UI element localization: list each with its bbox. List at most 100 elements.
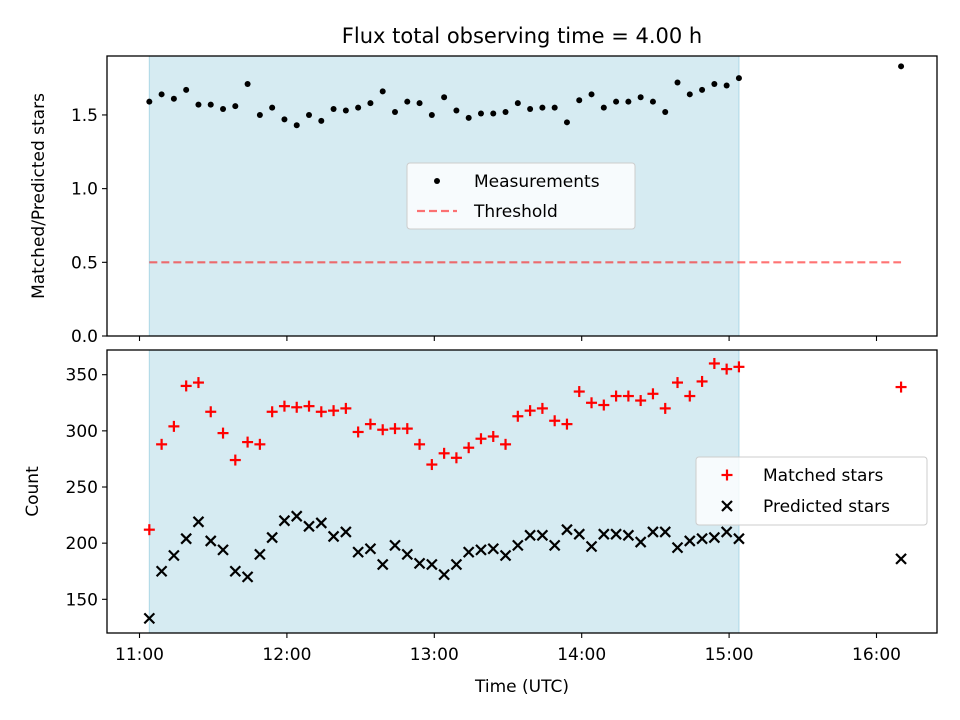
predicted-star-point	[278, 514, 291, 527]
y-tick-label: 200	[66, 534, 98, 554]
matched-star-point	[586, 397, 598, 409]
matched-star-point	[561, 418, 573, 430]
measurement-point	[477, 110, 484, 117]
matched-star-point	[708, 357, 720, 369]
measurement-point	[391, 109, 398, 115]
matched-star-point	[303, 400, 315, 412]
predicted-star-point	[290, 510, 303, 522]
predicted-star-point	[536, 529, 549, 542]
measurement-point	[674, 79, 681, 86]
matched-star-point	[266, 406, 278, 418]
y-tick-label: 1.5	[71, 106, 98, 126]
matched-star-point	[598, 399, 610, 411]
legend-label-matched-stars: Matched stars	[763, 466, 883, 486]
measurement-point	[551, 104, 558, 111]
predicted-star-point	[303, 520, 315, 533]
matched-star-point	[684, 390, 696, 402]
measurement-point	[158, 91, 165, 98]
matched-star-point	[659, 402, 671, 414]
matched-star-point	[205, 406, 217, 418]
matched-star-point	[254, 438, 266, 450]
y-tick-label: 0.5	[71, 253, 98, 273]
predicted-star-point	[340, 526, 352, 538]
predicted-star-point	[671, 541, 684, 554]
measurement-point	[416, 100, 423, 107]
legend-marker-predicted-stars	[721, 500, 733, 512]
predicted-stars-points	[143, 510, 907, 625]
legend-label-predicted-stars: Predicted stars	[763, 497, 890, 517]
matched-star-point	[315, 406, 327, 418]
count-panel-frame	[106, 349, 938, 634]
matched-star-point	[217, 427, 229, 439]
matched-star-point	[610, 390, 622, 402]
measurement-point	[686, 91, 693, 98]
matched-star-point	[192, 377, 204, 389]
matched-star-point	[278, 400, 290, 412]
measurement-point	[281, 116, 288, 123]
measurement-point	[183, 86, 190, 93]
measurement-point	[527, 106, 534, 113]
matched-star-point	[524, 405, 536, 417]
predicted-star-point	[487, 542, 500, 555]
ratio-legend: Measurements Threshold	[406, 162, 636, 230]
measurement-point	[355, 104, 362, 111]
ratio-panel-frame	[106, 55, 938, 337]
measurement-point	[256, 111, 263, 118]
count-y-axis: 150 200 250 300 350	[66, 366, 107, 610]
predicted-star-point	[598, 528, 610, 540]
measurement-point	[379, 88, 386, 95]
measurement-point	[453, 107, 460, 114]
measurement-point	[207, 101, 214, 108]
matched-star-point	[622, 390, 634, 402]
measurement-point	[244, 81, 251, 87]
y-tick-label: 0.0	[71, 327, 98, 347]
matched-star-point	[364, 418, 376, 430]
matched-star-point	[487, 430, 499, 442]
legend-marker-measurements	[434, 178, 440, 184]
predicted-star-point	[229, 565, 242, 578]
predicted-star-point	[241, 571, 254, 583]
ratio-x-ticks	[138, 336, 878, 341]
time-x-axis: 11:00 12:00 13:00 14:00 15:00 16:00	[115, 633, 901, 665]
measurement-point	[490, 110, 497, 117]
measurement-point	[330, 106, 337, 113]
legend-label-threshold: Threshold	[473, 202, 558, 222]
measurement-point	[539, 104, 546, 111]
matched-star-point	[143, 524, 155, 536]
predicted-star-point	[659, 526, 672, 538]
measurement-point	[220, 106, 227, 113]
legend-marker-matched-stars	[721, 469, 733, 481]
matched-star-point	[426, 459, 438, 471]
y-tick-label: 250	[66, 478, 98, 498]
y-tick-label: 350	[66, 366, 98, 386]
predicted-star-point	[585, 540, 598, 553]
count-legend: Matched stars Predicted stars	[695, 456, 928, 526]
matched-star-point	[721, 363, 733, 375]
predicted-star-point	[401, 548, 414, 561]
predicted-star-point	[376, 558, 389, 571]
count-panel: 150 200 250 300 350 11:00 12:00 13:00 14:00 15:0…	[23, 349, 938, 697]
predicted-star-point	[352, 546, 364, 558]
measurement-point	[600, 104, 607, 111]
measurement-point	[662, 109, 669, 115]
predicted-star-point	[561, 523, 573, 536]
predicted-star-point	[708, 531, 721, 544]
measurement-point	[232, 103, 239, 110]
matched-star-point	[377, 424, 389, 436]
matched-star-point	[536, 402, 548, 414]
predicted-star-point	[548, 539, 561, 552]
matched-star-point	[512, 410, 524, 422]
predicted-star-point	[450, 558, 463, 571]
matched-star-point	[696, 375, 708, 387]
predicted-star-point	[327, 530, 340, 543]
measurement-point	[625, 98, 632, 105]
predicted-star-point	[192, 516, 205, 528]
predicted-star-point	[315, 517, 328, 529]
measurement-point	[146, 98, 153, 105]
measurement-point	[576, 97, 583, 104]
predicted-star-point	[696, 532, 708, 545]
predicted-star-point	[438, 568, 450, 581]
y-tick-label: 1.0	[71, 180, 98, 200]
matched-star-point	[291, 401, 303, 413]
matched-star-point	[340, 402, 352, 414]
